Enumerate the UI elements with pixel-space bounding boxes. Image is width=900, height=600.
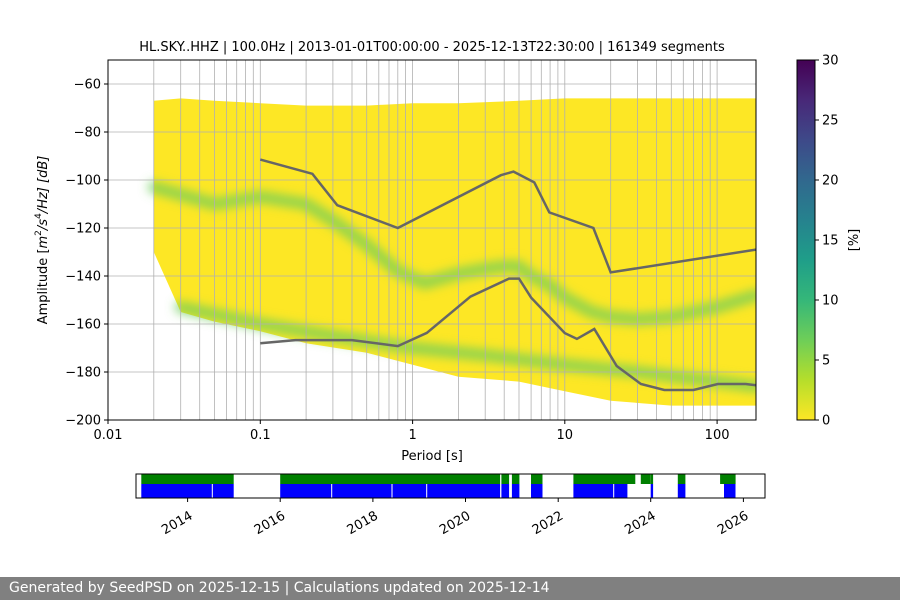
y-axis-label-post: /Hz] [dB] (36, 156, 51, 215)
timeline-processed-bar (640, 474, 651, 484)
timeline-available-bar (501, 484, 510, 498)
x-tick-label: 100 (705, 428, 730, 443)
timeline-ticks: 2014 2016 2018 2020 2022 2024 2026 (159, 498, 751, 538)
footer-text: Generated by SeedPSD on 2025-12-15 | Cal… (9, 580, 550, 596)
timeline-tick-label: 2014 (159, 509, 195, 539)
timeline-available-bar (531, 484, 543, 498)
timeline-frame (135, 473, 766, 499)
colorbar-tick-label: 5 (822, 354, 830, 369)
y-axis-label: Amplitude [m2/s4/Hz] [dB] (34, 156, 51, 325)
plot-frame (107, 59, 757, 421)
colorbar: 0 5 10 15 20 25 30 [%] (796, 54, 862, 429)
y-tick-label: −180 (65, 366, 101, 381)
nlnm-line (260, 277, 756, 392)
timeline-processed-bar (511, 474, 520, 484)
timeline-tick-label: 2016 (252, 509, 288, 539)
colorbar-tick-label: 10 (822, 294, 839, 309)
y-axis-label-pre: Amplitude [ (36, 248, 51, 324)
timeline-available-bar (280, 484, 501, 498)
y-axis-label-m: m (36, 236, 51, 249)
timeline-processed-bar (650, 474, 654, 484)
availability-timeline: 2014 2016 2018 2020 2022 2024 2026 (135, 473, 766, 538)
timeline-tick-label: 2024 (622, 509, 658, 539)
footer: Generated by SeedPSD on 2025-12-15 | Cal… (0, 577, 900, 600)
timeline-available-bar (511, 484, 520, 498)
timeline-processed-bar (141, 474, 234, 484)
plot-content (108, 60, 756, 420)
figure: HL.SKY..HHZ | 100.0Hz | 2013-01-01T00:00… (34, 40, 862, 538)
plot-title: HL.SKY..HHZ | 100.0Hz | 2013-01-01T00:00… (139, 40, 725, 55)
y-axis-label-sup2: 2 (34, 230, 44, 236)
x-tick-label: 0.1 (250, 428, 271, 443)
timeline-available-bar (677, 484, 686, 498)
colorbar-label: [%] (847, 229, 862, 252)
timeline-tick-label: 2022 (530, 509, 566, 539)
colorbar-bar (796, 59, 816, 421)
x-tick-label: 10 (557, 428, 574, 443)
y-tick-label: −80 (74, 126, 101, 141)
colorbar-tick-label: 20 (822, 174, 839, 189)
x-axis-label: Period [s] (401, 449, 463, 464)
psd-plot: HL.SKY..HHZ | 100.0Hz | 2013-01-01T00:00… (34, 40, 757, 464)
nhnm-line (259, 158, 756, 274)
colorbar-ticks: 0 5 10 15 20 25 30 (815, 54, 839, 429)
colorbar-tick-label: 15 (822, 234, 839, 249)
timeline-available-bar (573, 484, 628, 498)
colorbar-tick-label: 30 (822, 54, 839, 69)
timeline-processed-bar (531, 474, 543, 484)
timeline-segments (141, 474, 736, 498)
timeline-tick-label: 2026 (715, 509, 751, 539)
y-tick-label: −120 (65, 222, 101, 237)
timeline-processed-bar (501, 474, 510, 484)
timeline-processed-bar (280, 474, 501, 484)
timeline-available-bar (650, 484, 654, 498)
x-tick-label: 0.01 (94, 428, 123, 443)
x-tick-label: 1 (408, 428, 416, 443)
y-tick-label: −200 (65, 414, 101, 429)
timeline-available-bar (724, 484, 736, 498)
timeline-processed-bar (720, 474, 736, 484)
x-axis-ticks: 0.01 0.1 1 10 100 (94, 420, 730, 443)
y-axis-label-mid: /s (36, 219, 51, 231)
y-tick-label: −60 (74, 78, 101, 93)
y-tick-label: −100 (65, 174, 101, 189)
timeline-processed-bar (677, 474, 686, 484)
timeline-available-bar (141, 484, 234, 498)
grid-lines (108, 60, 756, 420)
colorbar-tick-label: 25 (822, 114, 839, 129)
y-tick-label: −140 (65, 270, 101, 285)
timeline-processed-bar (573, 474, 636, 484)
y-axis-label-sup4: 4 (34, 213, 44, 219)
timeline-tick-label: 2018 (345, 509, 381, 539)
y-axis-ticks: −60 −80 −100 −120 −140 −160 −180 −200 (65, 78, 108, 429)
colorbar-tick-label: 0 (822, 414, 830, 429)
timeline-tick-label: 2020 (437, 509, 473, 539)
y-tick-label: −160 (65, 318, 101, 333)
